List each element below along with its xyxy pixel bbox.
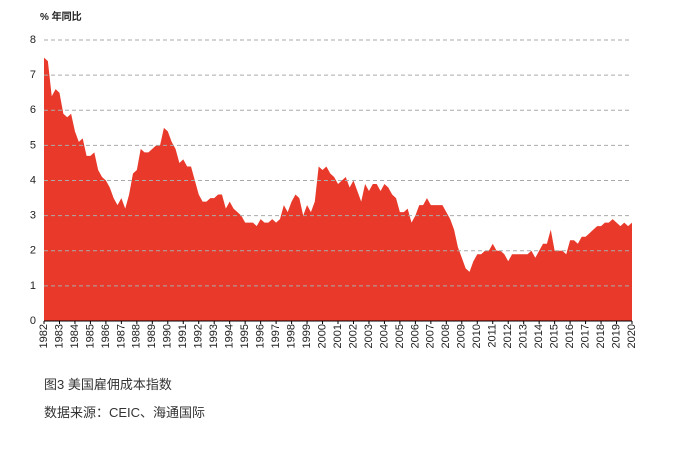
x-tick-label: 1995: [239, 324, 251, 348]
x-tick-label: 1989: [146, 324, 158, 348]
caption: 图3 美国雇佣成本指数: [44, 377, 172, 392]
area: [44, 57, 632, 321]
x-tick-label: 2012: [502, 324, 514, 348]
x-tick-label: 2018: [595, 324, 607, 348]
x-tick-label: 1996: [255, 324, 267, 348]
x-tick-label: 2010: [471, 324, 483, 348]
y-tick-label: 6: [30, 104, 36, 116]
x-tick-label: 2002: [347, 324, 359, 348]
x-tick-label: 1982: [38, 324, 50, 348]
x-tick-label: 2005: [394, 324, 406, 348]
y-tick-label: 3: [30, 210, 36, 222]
x-tick-label: 1991: [177, 324, 189, 348]
x-tick-label: 2000: [316, 324, 328, 348]
x-tick-label: 1998: [285, 324, 297, 348]
x-tick-label: 2007: [425, 324, 437, 348]
x-tick-label: 1993: [208, 324, 220, 348]
y-tick-label: 4: [30, 174, 36, 186]
y-tick-label: 7: [30, 69, 36, 81]
x-tick-label: 2006: [409, 324, 421, 348]
y-tick-label: 0: [30, 315, 36, 327]
y-tick-label: 8: [30, 34, 36, 46]
y-tick-label: 5: [30, 139, 36, 151]
x-tick-label: 1990: [162, 324, 174, 348]
x-tick-label: 2011: [487, 324, 499, 348]
x-tick-label: 1994: [224, 324, 236, 348]
x-tick-label: 2017: [579, 324, 591, 348]
x-tick-label: 2020: [626, 324, 638, 348]
x-tick-label: 2013: [518, 324, 530, 348]
x-tick-label: 2009: [456, 324, 468, 348]
x-tick-label: 2004: [378, 324, 390, 348]
y-tick-label: 1: [30, 280, 36, 292]
y-axis-label: % 年同比: [40, 10, 82, 23]
x-tick-label: 2014: [533, 324, 545, 348]
x-tick-label: 2008: [440, 324, 452, 348]
x-tick-label: 2003: [363, 324, 375, 348]
x-tick-label: 1987: [115, 324, 127, 348]
x-tick-label: 1992: [193, 324, 205, 348]
x-tick-label: 2001: [332, 324, 344, 348]
x-tick-label: 1983: [53, 324, 65, 348]
x-tick-label: 1988: [131, 324, 143, 348]
x-tick-label: 1986: [100, 324, 112, 348]
x-tick-label: 2016: [564, 324, 576, 348]
x-tick-label: 2015: [549, 324, 561, 348]
x-tick-label: 1985: [84, 324, 96, 348]
x-tick-label: 2019: [610, 324, 622, 348]
source: 数据来源：CEIC、海通国际: [44, 405, 205, 420]
x-tick-label: 1997: [270, 324, 282, 348]
x-tick-label: 1999: [301, 324, 313, 348]
y-tick-label: 2: [30, 245, 36, 257]
x-tick-label: 1984: [69, 324, 81, 348]
